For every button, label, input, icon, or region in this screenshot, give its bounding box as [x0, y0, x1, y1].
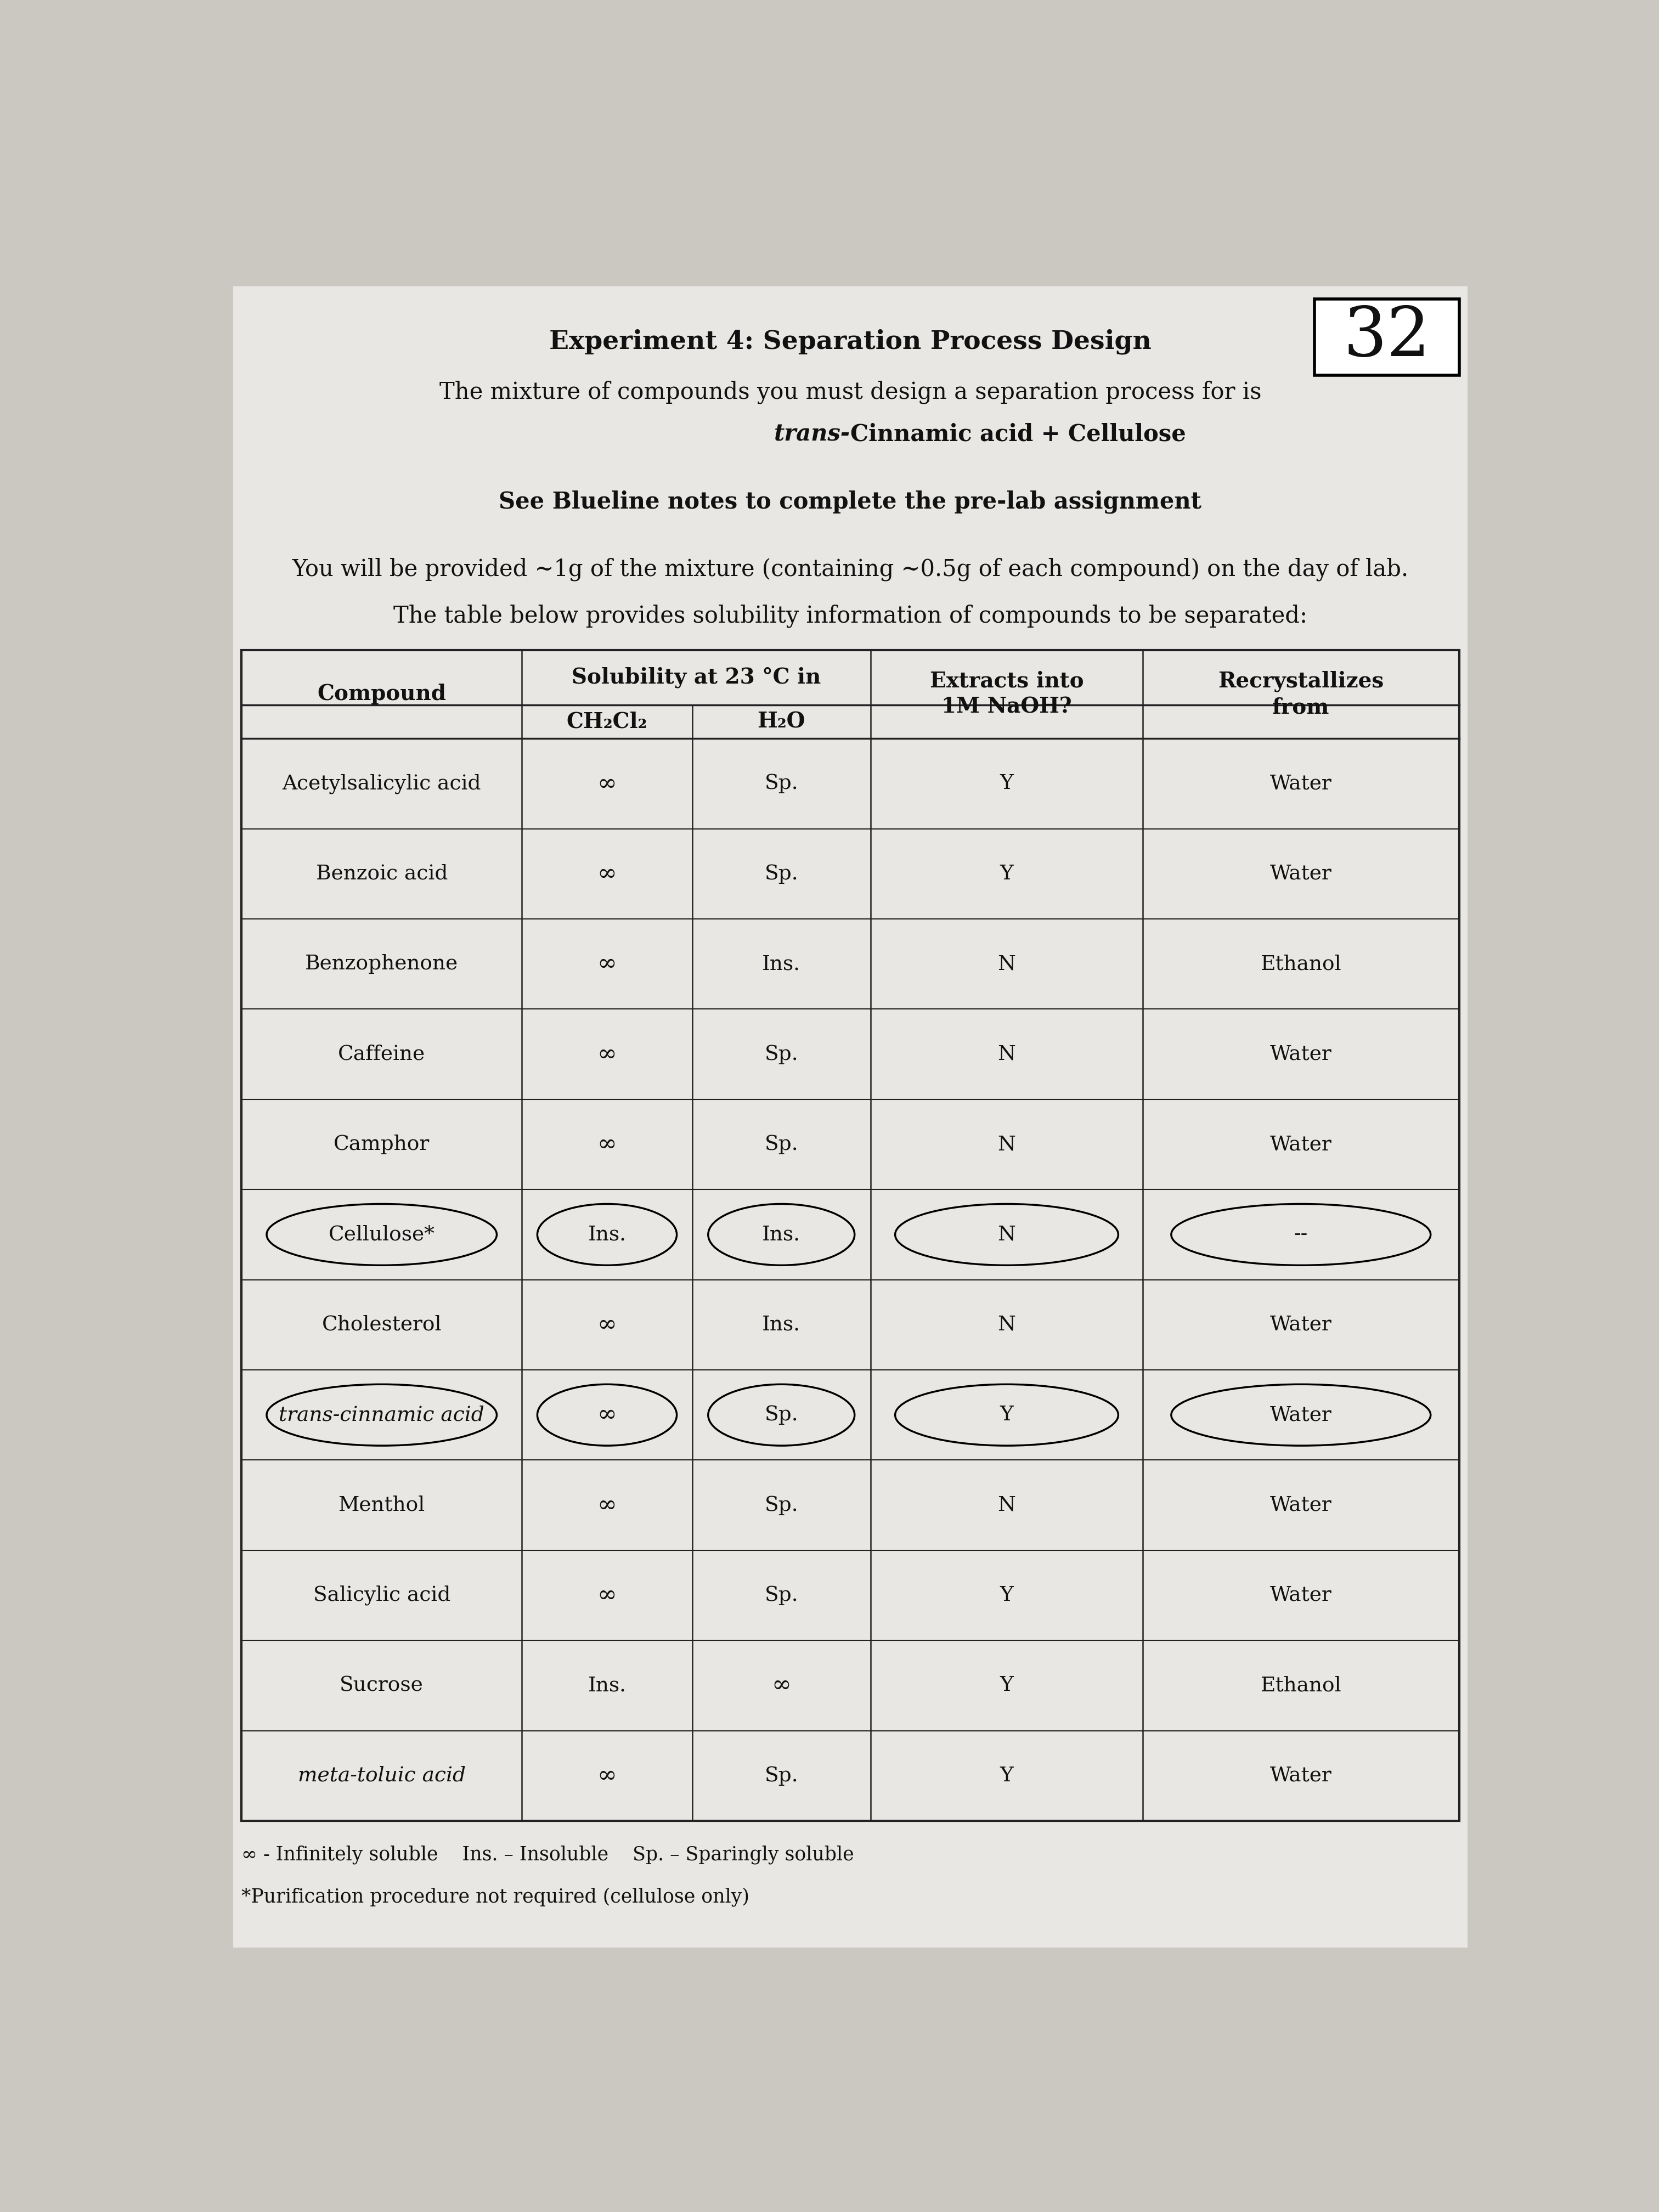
Text: Caffeine: Caffeine: [338, 1044, 425, 1064]
Text: Ins.: Ins.: [587, 1225, 625, 1245]
Text: meta-toluic acid: meta-toluic acid: [297, 1765, 466, 1785]
Text: Compound: Compound: [317, 684, 446, 706]
FancyBboxPatch shape: [232, 288, 1468, 1947]
Text: Ins.: Ins.: [761, 1314, 801, 1334]
Text: Water: Water: [1271, 1586, 1332, 1606]
Text: N: N: [997, 1314, 1015, 1334]
Text: ∞: ∞: [597, 772, 617, 794]
Text: N: N: [997, 1044, 1015, 1064]
Text: ∞: ∞: [597, 1493, 617, 1517]
Text: Sp.: Sp.: [765, 1044, 798, 1064]
Text: N: N: [997, 1225, 1015, 1245]
Text: ∞: ∞: [597, 863, 617, 885]
Text: Water: Water: [1271, 1135, 1332, 1155]
Text: Water: Water: [1271, 1495, 1332, 1515]
Text: Sp.: Sp.: [765, 865, 798, 885]
Text: Extracts into
1M NaOH?: Extracts into 1M NaOH?: [929, 670, 1083, 717]
Text: Water: Water: [1271, 774, 1332, 794]
Text: N: N: [997, 1135, 1015, 1155]
Text: Solubility at 23 °C in: Solubility at 23 °C in: [572, 666, 821, 688]
Text: Sp.: Sp.: [765, 1135, 798, 1155]
Text: ∞: ∞: [597, 1765, 617, 1787]
Text: Experiment 4: Separation Process Design: Experiment 4: Separation Process Design: [549, 330, 1151, 354]
Text: ∞: ∞: [597, 1133, 617, 1157]
Text: Water: Water: [1271, 865, 1332, 885]
Text: Menthol: Menthol: [338, 1495, 425, 1515]
Text: *Purification procedure not required (cellulose only): *Purification procedure not required (ce…: [242, 1887, 750, 1907]
Text: ∞: ∞: [597, 1042, 617, 1066]
Text: Sp.: Sp.: [765, 1495, 798, 1515]
Text: Ins.: Ins.: [761, 953, 801, 973]
Text: Cinnamic acid + Cellulose: Cinnamic acid + Cellulose: [849, 422, 1186, 447]
Text: Benzophenone: Benzophenone: [305, 953, 458, 973]
Text: CH₂Cl₂: CH₂Cl₂: [567, 712, 647, 732]
Text: Ethanol: Ethanol: [1261, 953, 1342, 973]
Text: Water: Water: [1271, 1314, 1332, 1334]
Text: Y: Y: [1000, 1405, 1014, 1425]
Text: trans-cinnamic acid: trans-cinnamic acid: [279, 1405, 484, 1425]
Text: Recrystallizes
from: Recrystallizes from: [1218, 670, 1384, 717]
Text: Y: Y: [1000, 1677, 1014, 1694]
Text: Benzoic acid: Benzoic acid: [315, 865, 448, 885]
Text: ∞: ∞: [597, 953, 617, 975]
Text: Sucrose: Sucrose: [340, 1677, 423, 1694]
Text: Water: Water: [1271, 1044, 1332, 1064]
Text: See Blueline notes to complete the pre-lab assignment: See Blueline notes to complete the pre-l…: [499, 491, 1201, 513]
Text: Y: Y: [1000, 774, 1014, 794]
Text: Y: Y: [1000, 1765, 1014, 1785]
Text: The table below provides solubility information of compounds to be separated:: The table below provides solubility info…: [393, 604, 1307, 628]
Text: Cholesterol: Cholesterol: [322, 1314, 441, 1334]
Text: Ins.: Ins.: [761, 1225, 801, 1245]
Text: Y: Y: [1000, 1586, 1014, 1606]
Text: Salicylic acid: Salicylic acid: [314, 1586, 450, 1606]
Bar: [242, 650, 1458, 1820]
Text: ∞ - Infinitely soluble    Ins. – Insoluble    Sp. – Sparingly soluble: ∞ - Infinitely soluble Ins. – Insoluble …: [242, 1845, 854, 1865]
Text: ∞: ∞: [597, 1402, 617, 1427]
Text: Ins.: Ins.: [587, 1677, 625, 1694]
Text: You will be provided ~1g of the mixture (containing ~0.5g of each compound) on t: You will be provided ~1g of the mixture …: [292, 557, 1408, 582]
Text: ∞: ∞: [597, 1584, 617, 1606]
Text: Camphor: Camphor: [333, 1135, 430, 1155]
Text: trans-: trans-: [775, 422, 849, 447]
Text: N: N: [997, 1495, 1015, 1515]
Text: Sp.: Sp.: [765, 1405, 798, 1425]
Text: Acetylsalicylic acid: Acetylsalicylic acid: [282, 774, 481, 794]
Text: ∞: ∞: [597, 1314, 617, 1336]
Text: Sp.: Sp.: [765, 1765, 798, 1785]
Text: Ethanol: Ethanol: [1261, 1677, 1342, 1694]
Text: Water: Water: [1271, 1765, 1332, 1785]
Text: H₂O: H₂O: [758, 712, 805, 732]
Text: Sp.: Sp.: [765, 1586, 798, 1606]
Text: Cellulose*: Cellulose*: [328, 1225, 435, 1245]
FancyBboxPatch shape: [1314, 299, 1458, 376]
Text: Y: Y: [1000, 865, 1014, 885]
Text: Sp.: Sp.: [765, 774, 798, 794]
Text: N: N: [997, 953, 1015, 973]
Text: ∞: ∞: [771, 1674, 791, 1697]
Text: Water: Water: [1271, 1405, 1332, 1425]
Text: The mixture of compounds you must design a separation process for is: The mixture of compounds you must design…: [440, 380, 1261, 405]
Text: --: --: [1294, 1225, 1307, 1245]
Text: 32: 32: [1344, 303, 1430, 369]
